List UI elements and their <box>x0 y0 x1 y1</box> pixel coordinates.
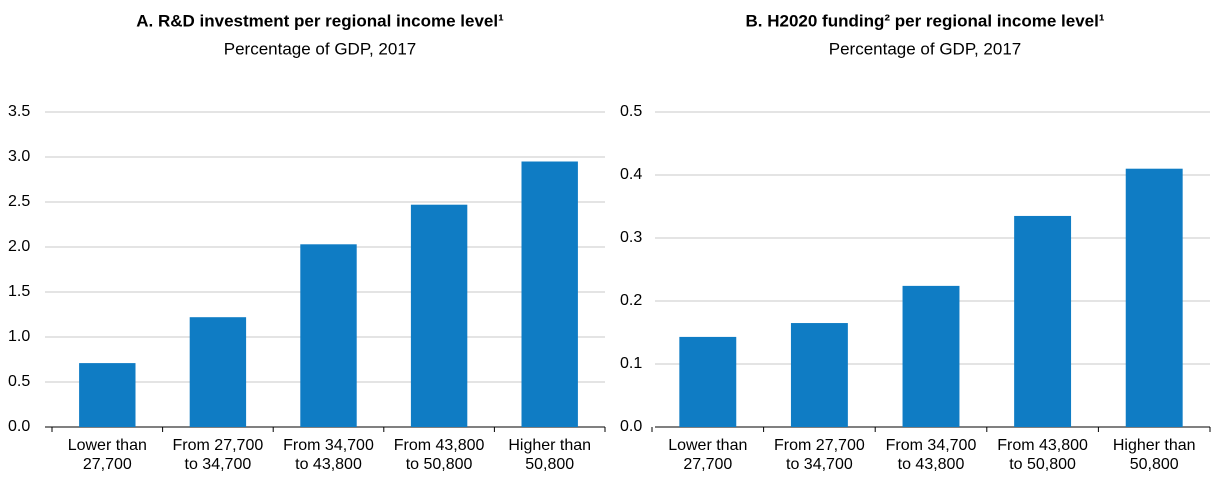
y-tick-label: 2.0 <box>8 238 30 255</box>
y-tick-label: 0.5 <box>8 373 30 390</box>
bar <box>521 161 578 427</box>
x-tick-label: Lower than 27,700 <box>668 437 748 473</box>
bar <box>410 204 468 427</box>
x-tick-label: Higher than 50,800 <box>1112 437 1196 473</box>
x-tick-label: From 43,800 to 50,800 <box>393 437 485 473</box>
y-tick-label: 0.1 <box>620 355 642 372</box>
y-tick-label: 3.0 <box>8 148 30 165</box>
y-tick-label: 1.5 <box>8 283 30 300</box>
y-tick-label: 2.5 <box>8 193 30 210</box>
y-tick-label: 0.3 <box>620 229 642 246</box>
y-tick-label: 0.0 <box>620 418 642 435</box>
y-tick-label: 1.0 <box>8 328 30 345</box>
x-tick-label: From 27,700 to 34,700 <box>172 437 264 473</box>
bar <box>679 336 737 427</box>
chart-title: A. R&D investment per regional income le… <box>136 11 504 30</box>
x-tick-label: Lower than 27,700 <box>67 437 147 473</box>
x-tick-label: From 34,700 to 43,800 <box>283 437 374 473</box>
bar <box>189 317 247 427</box>
bar <box>79 363 136 427</box>
y-tick-label: 3.5 <box>8 103 30 120</box>
y-tick-label: 0.2 <box>620 292 642 309</box>
chart-subtitle: Percentage of GDP, 2017 <box>224 39 417 58</box>
y-tick-label: 0.4 <box>620 166 642 183</box>
x-tick-label: Higher than 50,800 <box>508 437 592 473</box>
bar <box>902 285 960 427</box>
x-tick-label: From 27,700 to 34,700 <box>774 437 865 473</box>
chart-title: B. H2020 funding² per regional income le… <box>746 11 1105 30</box>
bar <box>1014 215 1072 427</box>
x-tick-label: From 34,700 to 43,800 <box>885 437 977 473</box>
bar <box>1125 168 1183 427</box>
y-tick-label: 0.5 <box>620 103 642 120</box>
y-tick-label: 0.0 <box>8 418 30 435</box>
bar <box>300 244 357 427</box>
bar <box>790 323 848 427</box>
x-tick-label: From 43,800 to 50,800 <box>997 437 1088 473</box>
chart-subtitle: Percentage of GDP, 2017 <box>829 39 1022 58</box>
